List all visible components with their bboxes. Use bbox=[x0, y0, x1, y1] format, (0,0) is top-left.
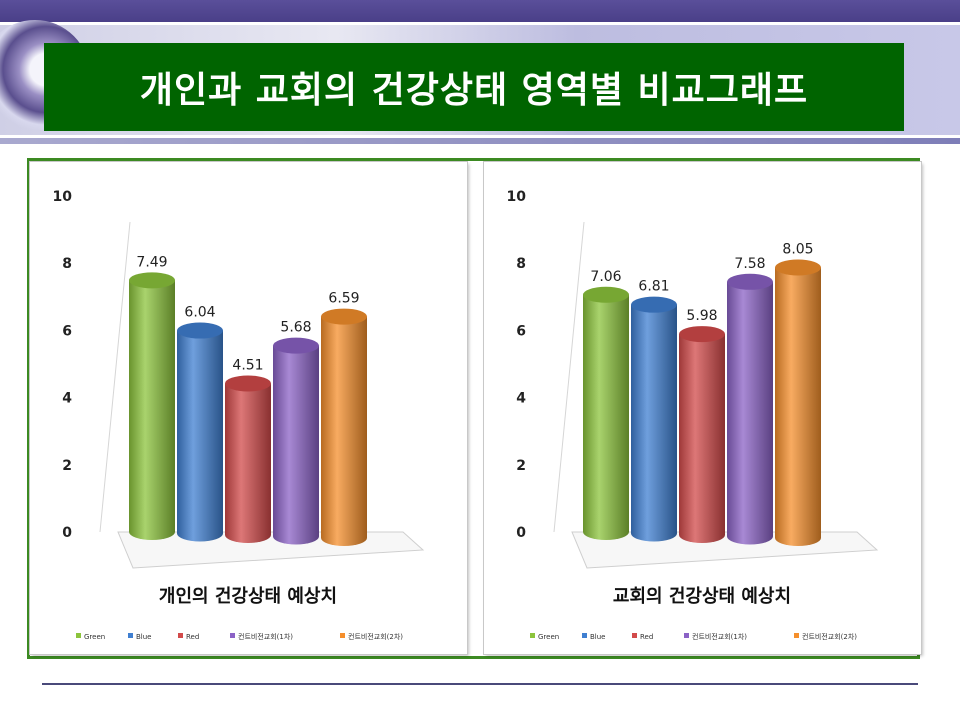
legend-swatch bbox=[684, 633, 689, 638]
y-tick-label: 6 bbox=[62, 323, 72, 339]
data-label: 6.59 bbox=[328, 291, 359, 307]
y-tick-label: 4 bbox=[62, 391, 72, 407]
legend-swatch bbox=[530, 633, 535, 638]
data-label: 5.98 bbox=[686, 308, 717, 324]
bar-top bbox=[273, 337, 319, 354]
bar-body bbox=[679, 334, 725, 543]
bar-body bbox=[775, 267, 821, 546]
bar-body bbox=[631, 304, 677, 542]
bar-top bbox=[583, 286, 629, 303]
legend-item: Blue bbox=[582, 633, 606, 641]
chart-title: 개인의 건강상태 예상치 bbox=[159, 586, 337, 607]
legend-swatch bbox=[230, 633, 235, 638]
bar bbox=[679, 326, 725, 543]
bar-body bbox=[177, 330, 223, 542]
y-tick-label: 0 bbox=[516, 525, 526, 541]
bar-body bbox=[225, 383, 271, 543]
bar-top bbox=[631, 296, 677, 313]
bar-top bbox=[321, 308, 367, 325]
bar bbox=[177, 322, 223, 542]
legend-item: 컨트비전교회(1차) bbox=[684, 632, 747, 641]
data-label: 8.05 bbox=[782, 242, 813, 258]
legend-swatch bbox=[632, 633, 637, 638]
chart-church-svg: 0 2 4 6 8 10 7.06 6.81 5.98 7.58 8.05 교회의 건강상태 예상치 G… bbox=[507, 189, 879, 641]
bar-body bbox=[321, 316, 367, 546]
legend-label: Green bbox=[84, 633, 105, 641]
legend-item: Red bbox=[632, 633, 653, 641]
legend-item: Blue bbox=[128, 633, 152, 641]
footer-divider bbox=[42, 683, 918, 685]
y-tick-label: 8 bbox=[62, 256, 72, 272]
title-box: 개인과 교회의 건강상태 영역별 비교그래프 bbox=[44, 43, 904, 131]
y-axis: 0 2 4 6 8 10 bbox=[507, 189, 527, 541]
legend-label: Blue bbox=[590, 633, 606, 641]
legend-item: 컨트비전교회(2차) bbox=[340, 632, 403, 641]
legend-item: Green bbox=[530, 633, 559, 641]
title-underbar bbox=[0, 138, 960, 144]
top-banner bbox=[0, 0, 960, 22]
legend-item: 컨트비전교회(2차) bbox=[794, 632, 857, 641]
legend-item: Green bbox=[76, 633, 105, 641]
legend-label: Green bbox=[538, 633, 559, 641]
legend-label: Blue bbox=[136, 633, 152, 641]
bar-top bbox=[225, 375, 271, 392]
bar bbox=[225, 375, 271, 543]
bar-body bbox=[583, 294, 629, 540]
legend-swatch bbox=[178, 633, 183, 638]
bar bbox=[775, 259, 821, 546]
chart-wall-edge bbox=[553, 221, 585, 533]
legend-label: Red bbox=[640, 633, 653, 641]
legend-label: Red bbox=[186, 633, 199, 641]
bar-top bbox=[129, 272, 175, 289]
bar bbox=[129, 272, 175, 540]
legend-swatch bbox=[340, 633, 345, 638]
bar bbox=[631, 296, 677, 542]
legend-item: 컨트비전교회(1차) bbox=[230, 632, 293, 641]
data-label: 7.06 bbox=[590, 269, 621, 285]
bar-top bbox=[679, 326, 725, 343]
data-label: 6.04 bbox=[184, 305, 215, 321]
chart-individual: 0 2 4 6 8 10 7.49 6.04 4.51 5.68 6.59 개인의 건강상태 예상치 G… bbox=[30, 162, 467, 654]
chart-church: 0 2 4 6 8 10 7.06 6.81 5.98 7.58 8.05 교회의 건강상태 예상치 G… bbox=[484, 162, 921, 654]
y-tick-label: 2 bbox=[516, 458, 526, 474]
bar bbox=[273, 337, 319, 545]
y-tick-label: 2 bbox=[62, 458, 72, 474]
legend-label: 컨트비전교회(1차) bbox=[238, 632, 293, 641]
data-label: 7.58 bbox=[734, 256, 765, 272]
bar bbox=[583, 286, 629, 540]
bar-body bbox=[727, 281, 773, 545]
y-tick-label: 0 bbox=[62, 525, 72, 541]
legend-label: 컨트비전교회(2차) bbox=[348, 632, 403, 641]
y-tick-label: 10 bbox=[507, 189, 527, 205]
bar bbox=[321, 308, 367, 546]
slide-title: 개인과 교회의 건강상태 영역별 비교그래프 bbox=[139, 70, 809, 111]
y-tick-label: 6 bbox=[516, 323, 526, 339]
y-tick-label: 8 bbox=[516, 256, 526, 272]
legend-label: 컨트비전교회(2차) bbox=[802, 632, 857, 641]
legend-item: Red bbox=[178, 633, 199, 641]
legend-swatch bbox=[76, 633, 81, 638]
legend-swatch bbox=[128, 633, 133, 638]
legend-label: 컨트비전교회(1차) bbox=[692, 632, 747, 641]
bar bbox=[727, 273, 773, 545]
data-label: 4.51 bbox=[232, 357, 263, 373]
bar-top bbox=[177, 322, 223, 339]
data-label: 6.81 bbox=[638, 279, 669, 295]
bar-body bbox=[129, 280, 175, 540]
chart-title: 교회의 건강상태 예상치 bbox=[613, 586, 791, 607]
bar-top bbox=[727, 273, 773, 290]
bar-body bbox=[273, 345, 319, 545]
legend-swatch bbox=[582, 633, 587, 638]
y-tick-label: 10 bbox=[53, 189, 73, 205]
chart-wall-edge bbox=[99, 221, 131, 533]
legend-swatch bbox=[794, 633, 799, 638]
data-label: 7.49 bbox=[136, 254, 167, 270]
data-label: 5.68 bbox=[280, 320, 311, 336]
bar-top bbox=[775, 259, 821, 276]
chart-individual-svg: 0 2 4 6 8 10 7.49 6.04 4.51 5.68 6.59 개인의 건강상태 예상치 G… bbox=[53, 189, 425, 641]
top-divider bbox=[0, 22, 960, 25]
y-tick-label: 4 bbox=[516, 391, 526, 407]
y-axis: 0 2 4 6 8 10 bbox=[53, 189, 73, 541]
